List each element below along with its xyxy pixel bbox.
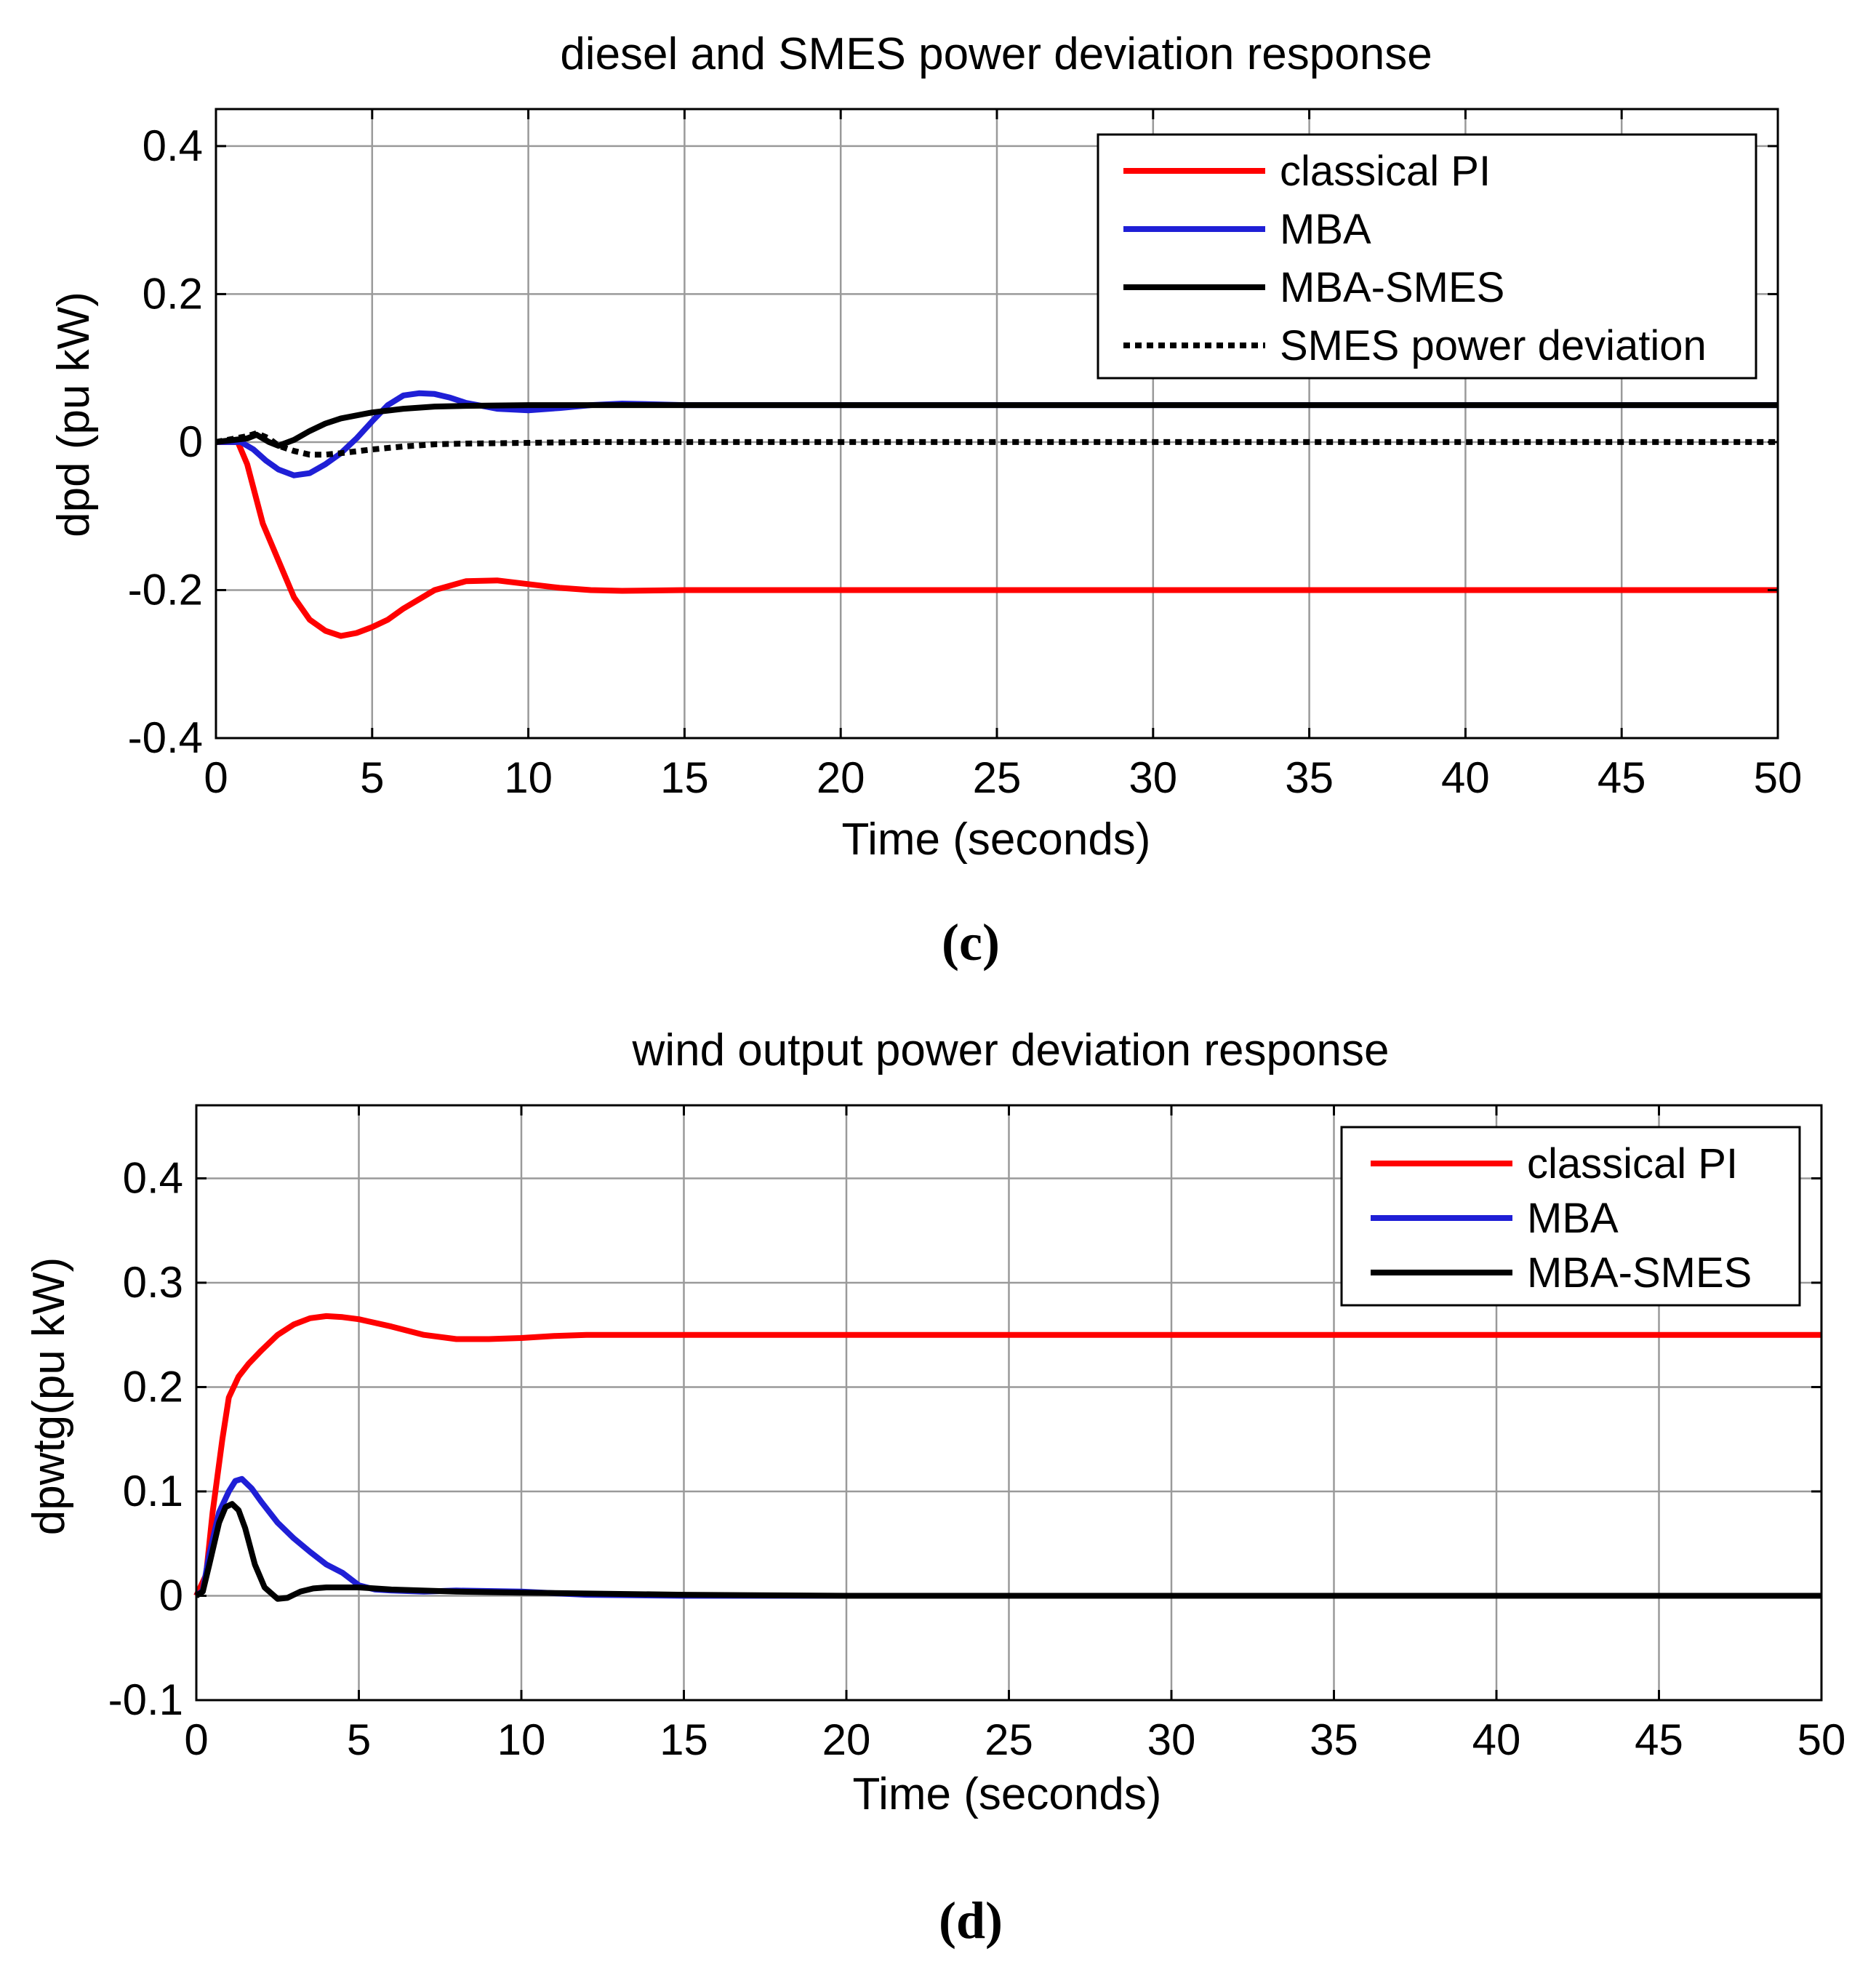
chart-title: diesel and SMES power deviation response <box>560 29 1432 79</box>
x-tick-label: 15 <box>660 753 709 802</box>
legend-label: classical PI <box>1280 148 1491 195</box>
chart-panel-c: diesel and SMES power deviation response… <box>49 29 1802 972</box>
series-line-mba-smes <box>194 1501 1821 1602</box>
chart-panel-d: wind output power deviation response 0 5 1… <box>24 1025 1845 1950</box>
legend-box <box>1097 133 1757 380</box>
y-tick-label: -0.4 <box>128 713 203 762</box>
series-lines <box>193 1313 1821 1602</box>
x-tick-label: 10 <box>497 1715 546 1764</box>
x-tick-label: 50 <box>1754 753 1803 802</box>
x-tick-label: 35 <box>1285 753 1334 802</box>
y-tick-label: 0.3 <box>123 1258 183 1307</box>
series-line-classical-pi <box>216 438 1778 639</box>
y-tick-label: 0.4 <box>143 121 203 170</box>
x-tick-label: 20 <box>822 1715 871 1764</box>
x-tick-label: 45 <box>1598 753 1646 802</box>
series-line-classical-pi <box>193 1313 1821 1598</box>
legend-label: MBA <box>1280 206 1371 253</box>
y-tick-label: -0.2 <box>128 565 203 614</box>
series-lines <box>215 390 1778 639</box>
y-axis-label: dpwtg(pu kW) <box>24 1257 74 1535</box>
y-tick-label: 0.1 <box>123 1467 183 1515</box>
series-line-smes-power-deviation <box>215 430 1778 458</box>
y-axis-label: dpd (pu kW) <box>49 292 99 537</box>
chart-title: wind output power deviation response <box>632 1025 1390 1075</box>
x-tick-label: 25 <box>973 753 1022 802</box>
x-tick-label: 30 <box>1129 753 1177 802</box>
y-tick-label: 0 <box>179 417 203 466</box>
tick-labels: 0 5 10 15 20 25 30 35 40 45 50-0.100.10.20.30.4 <box>108 1105 1846 1764</box>
legend-label: SMES power deviation <box>1280 322 1707 369</box>
x-axis-label: Time (seconds) <box>842 814 1151 865</box>
x-tick-label: 20 <box>817 753 865 802</box>
x-tick-label: 40 <box>1472 1715 1521 1764</box>
x-axis-label: Time (seconds) <box>853 1769 1162 1819</box>
x-tick-label: 40 <box>1441 753 1490 802</box>
legend-label: MBA-SMES <box>1527 1249 1752 1297</box>
legend-label: MBA <box>1527 1195 1619 1242</box>
x-tick-label: 45 <box>1635 1715 1683 1764</box>
x-tick-label: 5 <box>360 753 384 802</box>
legend: classical PI MBA MBA-SMES <box>1340 1126 1801 1307</box>
legend-label: MBA-SMES <box>1280 264 1504 311</box>
x-tick-label: 30 <box>1147 1715 1196 1764</box>
tick-labels: 0 5 10 15 20 25 30 35 40 45 50 -0.4 -0.2 0 0.2 0.4 <box>128 109 1803 802</box>
legend: classical PI MBA MBA-SMES SMES power deviat… <box>1097 133 1757 380</box>
x-tick-label: 35 <box>1310 1715 1358 1764</box>
x-tick-label: 15 <box>660 1715 708 1764</box>
x-tick-label: 10 <box>504 753 553 802</box>
y-tick-label: 0 <box>159 1571 183 1619</box>
y-tick-label: -0.1 <box>108 1675 183 1724</box>
caption-letter: c <box>959 913 982 972</box>
legend-label: classical PI <box>1527 1140 1738 1187</box>
y-tick-label: 0.4 <box>123 1153 183 1202</box>
x-tick-label: 5 <box>347 1715 371 1764</box>
panel-caption: (c) <box>942 913 1000 972</box>
panel-caption: (d) <box>939 1891 1003 1950</box>
caption-letter: d <box>956 1891 985 1950</box>
x-tick-label: 0 <box>204 753 228 802</box>
x-tick-label: 50 <box>1797 1715 1846 1764</box>
x-tick-label: 25 <box>985 1715 1033 1764</box>
x-tick-label: 0 <box>184 1715 208 1764</box>
y-tick-label: 0.2 <box>123 1362 183 1411</box>
y-tick-label: 0.2 <box>143 269 203 318</box>
